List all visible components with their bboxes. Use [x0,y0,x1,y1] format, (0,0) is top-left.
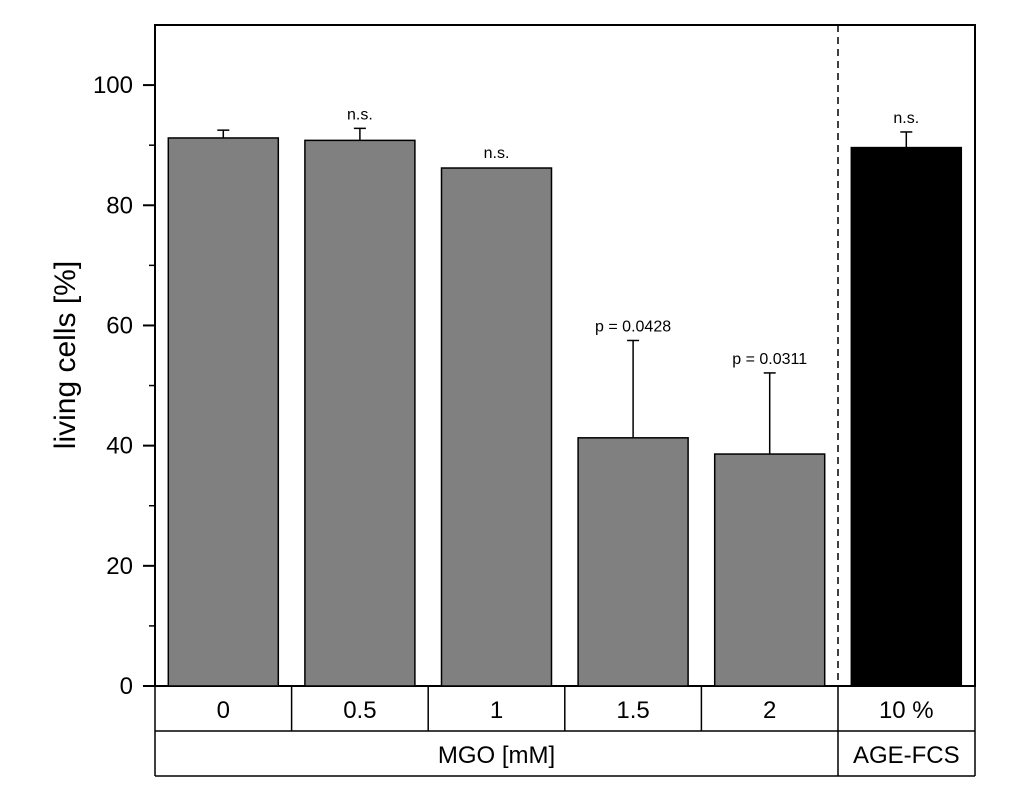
category-label: 2 [763,697,776,724]
group-label-mgo: MGO [mM] [438,742,555,769]
y-tick-label: 100 [93,72,133,99]
category-table: 0 0.5 1 1.5 2 10 % MGO [mM] AGE-FCS [154,686,976,777]
y-tick-label: 20 [106,553,133,580]
error-bars [217,127,913,455]
bars [167,137,963,687]
group-label-age-fcs: AGE-FCS [853,742,960,769]
bar-0 [167,137,280,687]
bar-0.5 [304,139,416,687]
category-label: 0.5 [343,697,376,724]
y-axis-title: living cells [%] [49,261,82,449]
category-label: 10 % [879,697,934,724]
annotation-label: p = 0.0428 [595,318,671,335]
y-tick-label: 40 [106,433,133,460]
y-axis: 0 20 40 60 80 100 [93,72,155,700]
bar-1 [440,167,553,687]
y-tick-label: 80 [106,192,133,219]
y-tick-label: 0 [120,673,133,700]
significance-annotations: n.s. n.s. p = 0.0428 p = 0.0311 n.s. [347,106,919,368]
category-label: 1 [490,697,503,724]
annotation-label: n.s. [347,106,373,123]
bar-2 [713,453,826,687]
annotation-label: n.s. [484,145,510,162]
category-label: 0 [217,697,230,724]
annotation-label: n.s. [893,110,919,127]
bar-1.5 [577,437,689,687]
y-tick-label: 60 [106,312,133,339]
category-label: 1.5 [616,697,649,724]
bar-10 [850,146,963,687]
annotation-label: p = 0.0311 [732,351,807,368]
